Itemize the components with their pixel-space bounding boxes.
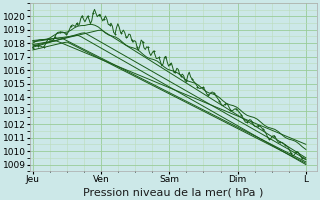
X-axis label: Pression niveau de la mer( hPa ): Pression niveau de la mer( hPa ) — [84, 187, 264, 197]
